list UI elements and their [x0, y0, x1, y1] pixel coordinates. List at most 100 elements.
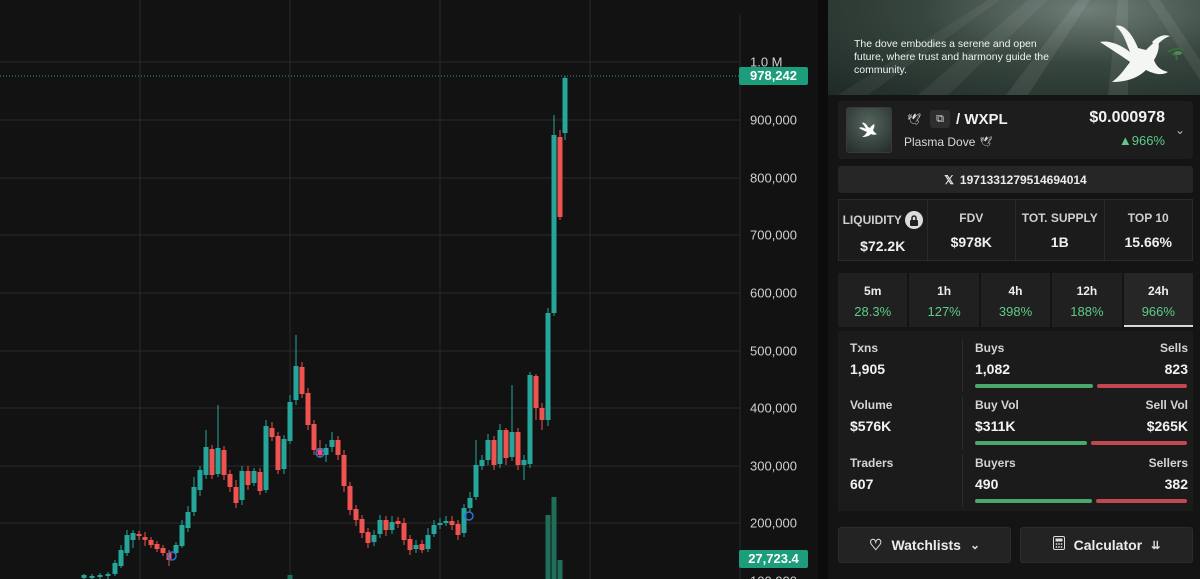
- candle-body: [269, 428, 275, 437]
- metric-value: $311K: [975, 418, 1016, 434]
- candle-body: [485, 440, 491, 460]
- dove-icon: [1100, 25, 1185, 82]
- tab-1h[interactable]: 1h 127%: [909, 273, 979, 327]
- stat-label: TOT. SUPPLY: [1021, 211, 1098, 225]
- candle-body: [545, 313, 551, 420]
- stat-liquidity: LIQUIDITY $72.2K: [839, 200, 928, 260]
- tab-change: 398%: [998, 304, 1033, 319]
- candle-body: [287, 402, 293, 441]
- chevron-down-icon[interactable]: ⌄: [1174, 123, 1185, 137]
- candle-body: [257, 472, 263, 491]
- candle-body: [97, 575, 103, 577]
- candle-body: [221, 450, 227, 475]
- token-header[interactable]: 🕊 ⧉ / WXPL Plasma Dove 🕊 $0.000978 ▲966%…: [838, 101, 1193, 159]
- tab-change: 966%: [1141, 304, 1175, 319]
- current-price-tag: 978,242: [739, 67, 808, 85]
- calculator-button[interactable]: Calculator ⇊: [1020, 527, 1193, 563]
- event-marker[interactable]: [464, 511, 474, 521]
- candle-body: [173, 545, 179, 553]
- calculator-label: Calculator: [1073, 537, 1143, 553]
- candle-body: [281, 439, 287, 469]
- timeframe-tabs: 5m 28.3% 1h 127% 4h 398% 12h 188% 24h 96…: [838, 273, 1194, 327]
- axis-tick-label: 600,000: [750, 285, 797, 301]
- stat-label: LIQUIDITY: [842, 213, 902, 227]
- stat-value: 1B: [1050, 234, 1069, 250]
- token-symbol: / WXPL: [956, 110, 1008, 128]
- candle-body: [455, 524, 461, 535]
- candle-body: [389, 522, 395, 530]
- token-name: Plasma Dove: [904, 135, 976, 149]
- copy-icon[interactable]: ⧉: [930, 110, 950, 128]
- event-marker[interactable]: [315, 448, 325, 458]
- candle-body: [245, 471, 251, 485]
- sell-vol-bar: [1091, 441, 1187, 445]
- candle-body: [81, 575, 87, 578]
- dove-icon: 🕊: [979, 136, 993, 148]
- candle-body: [425, 535, 431, 549]
- tab-label: 4h: [1008, 284, 1023, 298]
- candle-body: [431, 525, 437, 534]
- metric-traders: Traders 607: [850, 456, 960, 492]
- metric-value: 382: [1164, 476, 1188, 492]
- metric-value: 490: [975, 476, 999, 492]
- candle-body: [473, 465, 479, 497]
- candle-body: [401, 523, 407, 540]
- panel-actions: ♡ Watchlists ⌄ Calculator ⇊: [838, 527, 1193, 563]
- axis-tick-label: 200,000: [750, 515, 797, 531]
- light-rays: [838, 0, 1200, 95]
- volume-tag: 27,723.4: [739, 550, 808, 568]
- metric-label: Volume: [850, 398, 893, 412]
- candle-body: [443, 521, 449, 523]
- event-marker[interactable]: [167, 551, 177, 561]
- lock-icon[interactable]: [904, 211, 923, 229]
- token-title-row: 🕊 ⧉ / WXPL: [904, 110, 1008, 128]
- price-chart[interactable]: 1.0 M 900,000 800,000 700,000 600,000 500,000…: [0, 0, 818, 579]
- candle-body: [467, 498, 473, 508]
- candle-body: [395, 521, 401, 524]
- candle-body: [562, 78, 568, 133]
- stat-fdv: FDV $978K: [928, 200, 1016, 260]
- volume-bar: [551, 497, 557, 579]
- candle-body: [209, 449, 215, 475]
- candle-body: [353, 509, 359, 520]
- metric-volume: Volume $576K: [850, 398, 960, 434]
- candle-body: [335, 440, 341, 455]
- metric-buys-sells: Buys 1,082 Sells 823: [962, 339, 1190, 392]
- candle-body: [491, 440, 497, 465]
- stat-value: 15.66%: [1124, 234, 1172, 250]
- candle-body: [179, 525, 185, 546]
- buys-bar: [975, 384, 1093, 388]
- watchlists-button[interactable]: ♡ Watchlists ⌄: [838, 527, 1011, 563]
- candle-body: [461, 508, 467, 533]
- metric-txns: Txns 1,905: [850, 341, 960, 377]
- tab-label: 12h: [1076, 284, 1098, 298]
- calculator-icon: [1052, 536, 1065, 554]
- token-banner: The dove embodies a serene and open futu…: [828, 0, 1200, 95]
- tab-label: 24h: [1147, 284, 1169, 298]
- tab-5m[interactable]: 5m 28.3%: [838, 273, 908, 327]
- metric-value: 1,905: [850, 361, 886, 377]
- metric-value: $576K: [850, 418, 892, 434]
- candle-body: [317, 448, 323, 455]
- chart-canvas[interactable]: [0, 0, 818, 579]
- tab-change: 127%: [927, 304, 961, 319]
- candle-body: [383, 520, 389, 530]
- candle-body: [479, 460, 485, 466]
- tab-12h[interactable]: 12h 188%: [1052, 273, 1122, 327]
- tab-4h[interactable]: 4h 398%: [980, 273, 1051, 327]
- metric-buyers-sellers: Buyers 490 Sellers 382: [962, 454, 1190, 507]
- stat-top10: TOP 10 15.66%: [1105, 200, 1193, 260]
- candle-body: [365, 532, 371, 543]
- metric-value: $265K: [1146, 418, 1188, 434]
- dove-icon: [846, 107, 892, 153]
- panel-divider[interactable]: [818, 0, 828, 579]
- tab-24h[interactable]: 24h 966%: [1123, 273, 1194, 327]
- metric-label: Traders: [850, 456, 894, 470]
- axis-tick-label: 1.0 M: [750, 54, 783, 70]
- address-value: 1971331279514694014: [959, 172, 1087, 187]
- token-address[interactable]: 𝕏 1971331279514694014: [838, 166, 1193, 193]
- candle-body: [521, 460, 527, 465]
- candle-body: [347, 486, 353, 510]
- buy-vol-bar: [975, 441, 1087, 445]
- candle-body: [293, 366, 299, 400]
